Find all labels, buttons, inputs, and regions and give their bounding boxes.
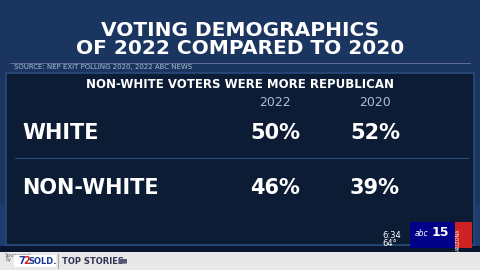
Text: ■■: ■■ bbox=[118, 258, 129, 264]
Text: 2020: 2020 bbox=[359, 96, 391, 109]
Bar bbox=[0, 151, 480, 157]
Text: 2022: 2022 bbox=[259, 96, 291, 109]
Bar bbox=[0, 0, 480, 205]
Bar bbox=[0, 25, 480, 31]
Bar bbox=[0, 199, 480, 205]
Text: 6:34: 6:34 bbox=[382, 231, 401, 239]
Bar bbox=[0, 167, 480, 173]
Bar bbox=[0, 94, 480, 100]
Bar bbox=[0, 20, 480, 26]
Text: WHITE: WHITE bbox=[22, 123, 98, 143]
Text: SOURCE: NEP EXIT POLLING 2020, 2022 ABC NEWS: SOURCE: NEP EXIT POLLING 2020, 2022 ABC … bbox=[14, 64, 192, 70]
Bar bbox=[0, 46, 480, 52]
Bar bbox=[0, 31, 480, 36]
Text: 7: 7 bbox=[18, 256, 25, 266]
Bar bbox=[0, 99, 480, 105]
Text: 2: 2 bbox=[23, 256, 30, 266]
Bar bbox=[0, 104, 480, 110]
Bar bbox=[0, 15, 480, 21]
Bar bbox=[0, 173, 480, 178]
Bar bbox=[0, 183, 480, 189]
Text: 52%: 52% bbox=[350, 123, 400, 143]
Text: by: by bbox=[5, 258, 11, 262]
Bar bbox=[0, 67, 480, 73]
Bar bbox=[0, 178, 480, 184]
Bar bbox=[0, 83, 480, 89]
Bar bbox=[0, 4, 480, 10]
Bar bbox=[0, 146, 480, 152]
Text: 15: 15 bbox=[432, 227, 449, 239]
Text: TOP STORIES: TOP STORIES bbox=[62, 256, 124, 265]
Text: 46%: 46% bbox=[250, 178, 300, 198]
Bar bbox=[0, 52, 480, 58]
Text: Sponsored: Sponsored bbox=[5, 252, 31, 258]
Bar bbox=[410, 222, 472, 248]
Text: OF 2022 COMPARED TO 2020: OF 2022 COMPARED TO 2020 bbox=[76, 39, 404, 59]
Bar bbox=[0, 115, 480, 121]
Bar bbox=[0, 136, 480, 142]
Text: 64°: 64° bbox=[382, 238, 397, 248]
Bar bbox=[0, 57, 480, 63]
Text: abc: abc bbox=[415, 228, 429, 238]
Bar bbox=[0, 9, 480, 15]
Bar bbox=[0, 188, 480, 194]
Bar bbox=[0, 78, 480, 84]
Text: NON-WHITE VOTERS WERE MORE REPUBLICAN: NON-WHITE VOTERS WERE MORE REPUBLICAN bbox=[86, 79, 394, 92]
Bar bbox=[0, 62, 480, 68]
Bar bbox=[0, 246, 480, 270]
Bar bbox=[0, 88, 480, 94]
Bar bbox=[0, 36, 480, 42]
Bar bbox=[0, 252, 480, 270]
Text: NON-WHITE: NON-WHITE bbox=[22, 178, 158, 198]
Bar bbox=[0, 73, 480, 79]
FancyBboxPatch shape bbox=[6, 73, 474, 245]
Bar bbox=[0, 130, 480, 136]
Bar bbox=[0, 120, 480, 126]
Bar bbox=[0, 125, 480, 131]
Text: 39%: 39% bbox=[350, 178, 400, 198]
Bar bbox=[14, 255, 56, 267]
Bar bbox=[0, 0, 480, 5]
Bar bbox=[455, 222, 472, 248]
Bar bbox=[0, 194, 480, 200]
Bar bbox=[0, 162, 480, 168]
Text: VOTING DEMOGRAPHICS: VOTING DEMOGRAPHICS bbox=[101, 21, 379, 39]
Bar bbox=[0, 204, 480, 210]
Bar bbox=[0, 41, 480, 47]
Bar bbox=[0, 141, 480, 147]
Bar bbox=[0, 109, 480, 115]
Bar bbox=[0, 157, 480, 163]
Text: SOLD.: SOLD. bbox=[28, 256, 57, 265]
Text: 50%: 50% bbox=[250, 123, 300, 143]
Text: ARIZONA: ARIZONA bbox=[456, 229, 461, 251]
